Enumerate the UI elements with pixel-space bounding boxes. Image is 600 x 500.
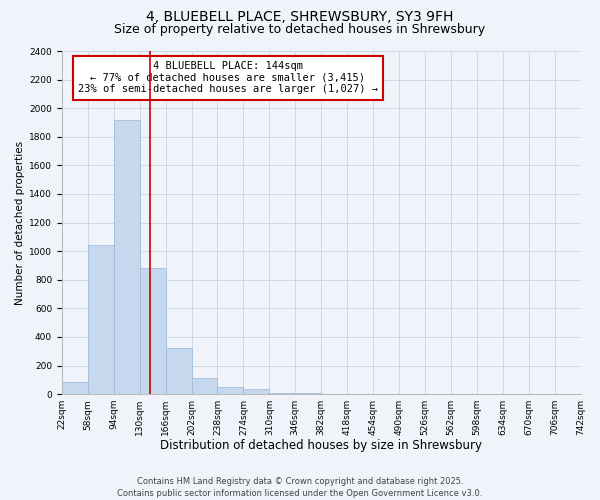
Bar <box>166 348 191 394</box>
Bar <box>217 387 244 394</box>
Text: Contains HM Land Registry data © Crown copyright and database right 2025.
Contai: Contains HM Land Registry data © Crown c… <box>118 476 482 498</box>
Y-axis label: Number of detached properties: Number of detached properties <box>15 140 25 304</box>
Text: 4 BLUEBELL PLACE: 144sqm
← 77% of detached houses are smaller (3,415)
23% of sem: 4 BLUEBELL PLACE: 144sqm ← 77% of detach… <box>78 62 378 94</box>
Bar <box>269 393 295 394</box>
Bar <box>88 246 114 394</box>
Text: Size of property relative to detached houses in Shrewsbury: Size of property relative to detached ho… <box>115 22 485 36</box>
Bar <box>140 268 166 394</box>
X-axis label: Distribution of detached houses by size in Shrewsbury: Distribution of detached houses by size … <box>160 440 482 452</box>
Bar <box>114 120 140 394</box>
Text: 4, BLUEBELL PLACE, SHREWSBURY, SY3 9FH: 4, BLUEBELL PLACE, SHREWSBURY, SY3 9FH <box>146 10 454 24</box>
Bar <box>191 378 217 394</box>
Bar <box>62 382 88 394</box>
Bar <box>244 389 269 394</box>
